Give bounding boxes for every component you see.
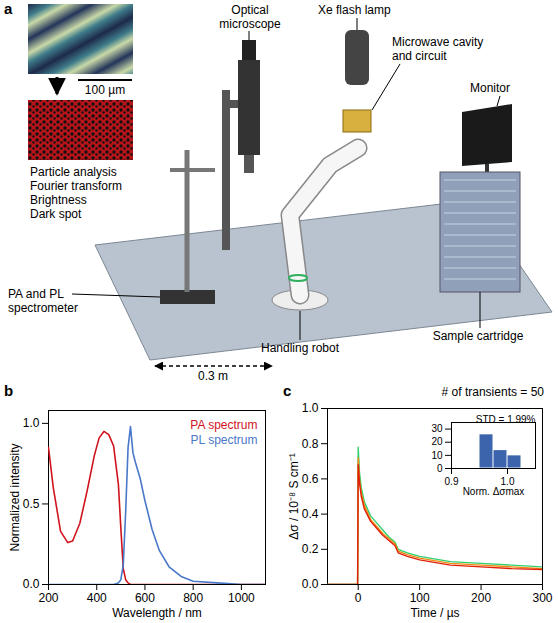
svg-text:0.8: 0.8 xyxy=(302,437,319,451)
svg-text:800: 800 xyxy=(183,591,203,605)
svg-text:PA and PL: PA and PL xyxy=(8,287,64,301)
svg-text:1.0: 1.0 xyxy=(23,416,40,430)
svg-text:Monitor: Monitor xyxy=(470,81,510,95)
svg-text:600: 600 xyxy=(135,591,155,605)
svg-text:1000: 1000 xyxy=(228,591,255,605)
html-text:c: c xyxy=(283,382,292,399)
svg-text:and circuit: and circuit xyxy=(392,49,447,63)
svg-text:30: 30 xyxy=(431,423,443,434)
svg-text:300: 300 xyxy=(532,591,552,605)
svg-text:Handling robot: Handling robot xyxy=(261,341,340,355)
svg-text:Brightness: Brightness xyxy=(30,193,87,207)
svg-text:Wavelength / nm: Wavelength / nm xyxy=(112,606,202,620)
svg-text:0.0: 0.0 xyxy=(302,577,319,591)
svg-text:spectrometer: spectrometer xyxy=(8,301,78,315)
svg-text:Sample cartridge: Sample cartridge xyxy=(433,329,524,343)
svg-text:10: 10 xyxy=(431,450,443,461)
svg-text:0.2: 0.2 xyxy=(302,542,319,556)
svg-text:Optical: Optical xyxy=(231,3,268,17)
html-text:# of transients = 50: # of transients = 50 xyxy=(441,385,544,399)
svg-text:a: a xyxy=(4,0,13,17)
svg-text:100 µm: 100 µm xyxy=(85,83,125,97)
svg-text:0: 0 xyxy=(355,591,362,605)
svg-text:400: 400 xyxy=(87,591,107,605)
svg-text:Time / µs: Time / µs xyxy=(410,606,459,620)
svg-text:0.3 m: 0.3 m xyxy=(198,369,228,382)
svg-text:Δσ / 10⁻⁸ S cm⁻¹: Δσ / 10⁻⁸ S cm⁻¹ xyxy=(287,453,301,540)
svg-text:100: 100 xyxy=(410,591,430,605)
svg-text:PA spectrum: PA spectrum xyxy=(190,418,257,432)
svg-text:Xe flash lamp: Xe flash lamp xyxy=(318,3,391,17)
svg-text:0.9: 0.9 xyxy=(445,476,459,487)
svg-text:Normalized intensity: Normalized intensity xyxy=(8,443,22,551)
svg-text:Particle analysis: Particle analysis xyxy=(30,165,117,179)
svg-text:0.4: 0.4 xyxy=(302,507,319,521)
svg-text:microscope: microscope xyxy=(219,17,281,31)
html-text:b: b xyxy=(4,382,14,399)
svg-text:200: 200 xyxy=(471,591,491,605)
svg-text:0.5: 0.5 xyxy=(23,497,40,511)
svg-text:0: 0 xyxy=(437,463,443,474)
svg-text:Dark spot: Dark spot xyxy=(30,207,82,221)
svg-text:Microwave cavity: Microwave cavity xyxy=(392,35,483,49)
svg-text:0.6: 0.6 xyxy=(302,472,319,486)
svg-text:200: 200 xyxy=(38,591,58,605)
svg-text:STD = 1.99%: STD = 1.99% xyxy=(476,414,536,425)
svg-text:20: 20 xyxy=(431,436,443,447)
svg-text:1.0: 1.0 xyxy=(302,401,319,415)
svg-text:0.0: 0.0 xyxy=(23,577,40,591)
svg-text:1.0: 1.0 xyxy=(500,475,515,487)
svg-text:Fourier transform: Fourier transform xyxy=(30,179,122,193)
svg-text:Norm. Δσmax: Norm. Δσmax xyxy=(463,486,525,497)
svg-text:PL spectrum: PL spectrum xyxy=(191,433,258,447)
